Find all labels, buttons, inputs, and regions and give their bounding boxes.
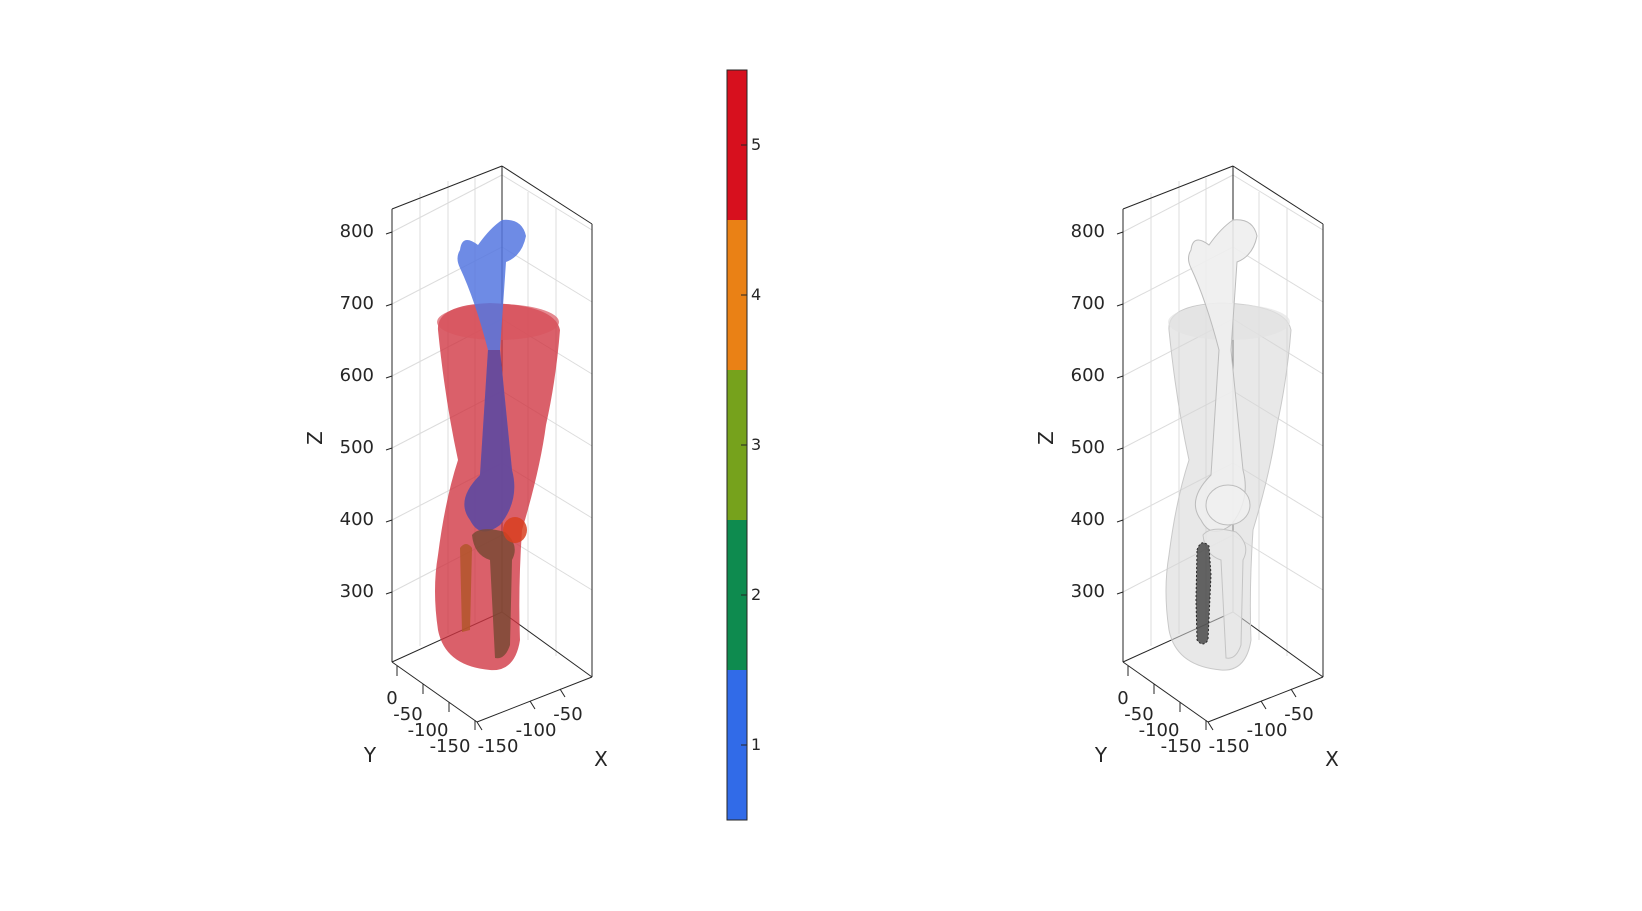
- left-xtick-label: -50: [553, 704, 582, 725]
- right-marker-cloud: [1195, 542, 1212, 645]
- right-ztick-label: 400: [1071, 509, 1105, 530]
- right-ztick-label: 500: [1071, 437, 1105, 458]
- right-ytick-label: -100: [1139, 720, 1180, 741]
- colorbar-segment: [727, 370, 747, 520]
- left-femur-lower: [464, 350, 515, 532]
- left-xtick-label: -100: [516, 720, 557, 741]
- right-ztick-label: 300: [1071, 581, 1105, 602]
- colorbar-tick-label: 5: [751, 135, 761, 154]
- left-ztick-label: 300: [340, 581, 374, 602]
- colorbar-ticks: [741, 144, 747, 746]
- left-zlabel: Z: [303, 431, 327, 445]
- right-ztick-label: 800: [1071, 221, 1105, 242]
- right-xtick-label: -150: [1209, 736, 1250, 757]
- colorbar: 5 4 3 2 1: [726, 69, 761, 821]
- right-xlabel: X: [1325, 747, 1339, 771]
- right-x-ticks: -150 -100 -50: [1207, 688, 1314, 757]
- left-tibia: [472, 529, 515, 659]
- right-z-ticks: 800 700 600 500 400 300: [1071, 221, 1124, 602]
- right-axes: 800 700 600 500 400 300 Z 0 -50 -100 -15…: [1034, 165, 1339, 771]
- left-ytick-label: -100: [408, 720, 449, 741]
- colorbar-tick-label: 4: [751, 285, 761, 304]
- left-ztick-label: 700: [340, 293, 374, 314]
- left-ztick-label: 800: [340, 221, 374, 242]
- colorbar-segment: [727, 70, 747, 220]
- right-xtick-label: -50: [1284, 704, 1313, 725]
- left-ytick-label: -150: [430, 736, 471, 757]
- right-ztick-label: 700: [1071, 293, 1105, 314]
- colorbar-tick-label: 2: [751, 585, 761, 604]
- left-ztick-label: 400: [340, 509, 374, 530]
- left-ylabel: Y: [363, 743, 377, 767]
- right-ztick-label: 600: [1071, 365, 1105, 386]
- left-ztick-label: 500: [340, 437, 374, 458]
- right-ytick-label: -150: [1161, 736, 1202, 757]
- colorbar-tick-label: 3: [751, 435, 761, 454]
- right-ylabel: Y: [1094, 743, 1108, 767]
- right-y-ticks: 0 -50 -100 -150: [1117, 666, 1207, 757]
- left-x-ticks: -150 -100 -50: [476, 688, 583, 757]
- right-tibia: [1202, 528, 1247, 659]
- left-z-ticks: 800 700 600 500 400 300: [340, 221, 393, 602]
- right-patella: [1205, 484, 1251, 526]
- left-axes: 800 700 600 500 400 300 Z 0 -50 -100 -15…: [303, 165, 608, 771]
- left-ytick-label: 0: [386, 688, 397, 709]
- colorbar-segment: [727, 520, 747, 670]
- right-ytick-label: -50: [1124, 704, 1153, 725]
- left-ytick-label: -50: [393, 704, 422, 725]
- colorbar-segment: [727, 670, 747, 820]
- left-fibula: [460, 544, 472, 632]
- right-zlabel: Z: [1034, 431, 1058, 445]
- left-patella: [503, 517, 527, 543]
- colorbar-segment: [727, 220, 747, 370]
- left-xtick-label: -150: [478, 736, 519, 757]
- left-y-ticks: 0 -50 -100 -150: [386, 666, 476, 757]
- right-ytick-label: 0: [1117, 688, 1128, 709]
- left-xlabel: X: [594, 747, 608, 771]
- colorbar-tick-label: 1: [751, 735, 761, 754]
- left-ztick-label: 600: [340, 365, 374, 386]
- right-xtick-label: -100: [1247, 720, 1288, 741]
